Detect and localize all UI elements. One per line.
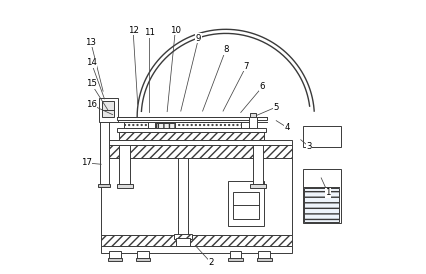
Text: 10: 10 [170, 26, 180, 35]
Bar [101, 145, 291, 158]
Bar [99, 98, 117, 122]
Text: 13: 13 [85, 38, 96, 47]
Bar [250, 113, 256, 117]
Bar [253, 145, 263, 185]
Text: 16: 16 [86, 100, 97, 109]
Bar [233, 192, 259, 219]
Bar [250, 184, 265, 188]
Text: 14: 14 [86, 58, 97, 67]
Bar [98, 184, 110, 187]
Bar [302, 169, 340, 223]
Bar [107, 258, 122, 261]
Bar [100, 115, 108, 185]
Bar [101, 140, 291, 145]
Bar [228, 181, 263, 226]
Bar [148, 122, 155, 128]
Bar [116, 128, 265, 132]
Bar [101, 158, 291, 235]
Bar [109, 252, 121, 259]
Bar [156, 123, 175, 128]
Bar [119, 132, 263, 140]
Bar [176, 238, 189, 246]
Text: 8: 8 [222, 45, 228, 54]
Bar [256, 258, 271, 261]
Text: 12: 12 [127, 26, 138, 35]
Text: 6: 6 [259, 82, 265, 91]
Bar [101, 246, 291, 253]
Text: 11: 11 [144, 28, 155, 37]
Bar [227, 258, 242, 261]
Bar [304, 188, 338, 221]
Bar [248, 117, 256, 128]
Bar [173, 234, 191, 239]
Text: 9: 9 [196, 34, 201, 43]
Bar [229, 252, 241, 259]
Bar [101, 101, 114, 117]
Text: 17: 17 [81, 158, 92, 167]
Text: 2: 2 [207, 258, 213, 267]
Bar [137, 252, 148, 259]
Bar [135, 258, 150, 261]
Bar [258, 252, 269, 259]
Bar [178, 158, 187, 235]
Bar [119, 145, 130, 185]
Bar [123, 122, 240, 128]
Bar [101, 235, 291, 246]
Text: 5: 5 [273, 102, 278, 112]
Text: 3: 3 [305, 142, 311, 151]
Bar [302, 126, 340, 147]
Text: 15: 15 [86, 79, 97, 88]
Bar [156, 123, 175, 128]
Text: 1: 1 [325, 189, 330, 197]
Text: 7: 7 [243, 62, 248, 71]
Text: 4: 4 [284, 123, 289, 132]
Bar [116, 117, 266, 120]
Bar [116, 184, 132, 188]
